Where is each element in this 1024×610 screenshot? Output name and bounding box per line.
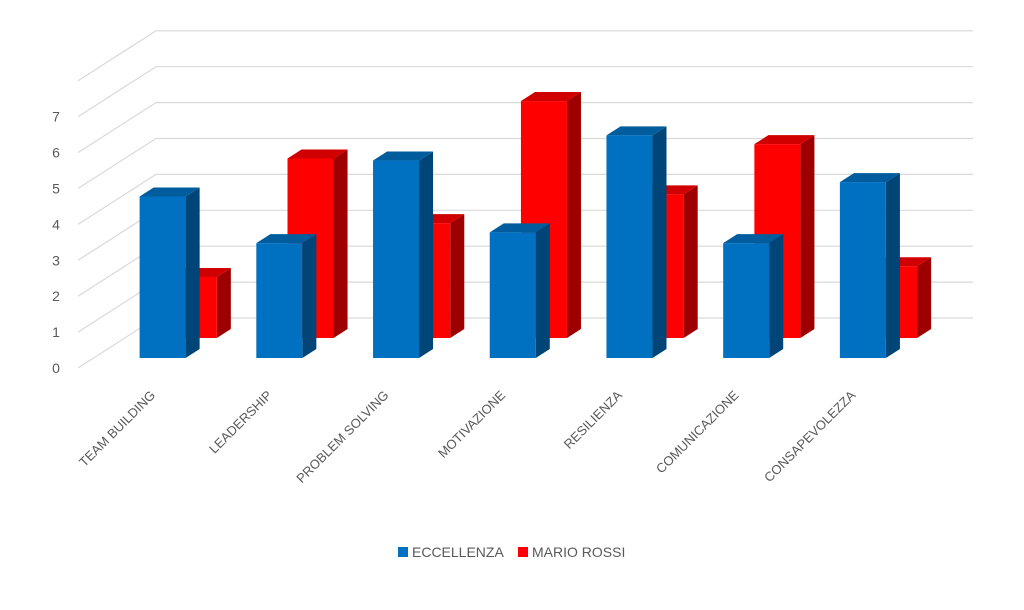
x-category-label: PROBLEM SOLVING — [293, 388, 391, 486]
legend: ECCELLENZA MARIO ROSSI — [398, 544, 625, 560]
legend-label-mario-rossi: MARIO ROSSI — [532, 544, 625, 560]
y-tick-label: 6 — [52, 145, 60, 161]
legend-swatch-mario-rossi — [518, 547, 528, 557]
legend-swatch-eccellenza — [398, 547, 408, 557]
y-tick-label: 7 — [52, 109, 60, 125]
bar-eccellenza — [139, 187, 200, 358]
legend-label-eccellenza: ECCELLENZA — [412, 544, 504, 560]
bar-eccellenza — [606, 126, 667, 358]
bars — [139, 92, 932, 358]
bar-eccellenza — [723, 234, 784, 358]
grid-diagonal — [77, 102, 157, 154]
bar-eccellenza — [373, 151, 434, 358]
x-category-label: RESILIENZA — [561, 387, 625, 451]
y-tick-label: 2 — [52, 288, 60, 304]
y-axis-ticks: 0 1 2 3 4 5 6 7 — [52, 109, 60, 376]
grid-diagonal — [77, 66, 157, 118]
bar-eccellenza — [256, 234, 317, 358]
x-axis-categories: TEAM BUILDING LEADERSHIP PROBLEM SOLVING MO… — [76, 387, 859, 486]
grid-diagonal — [77, 137, 157, 190]
x-category-label: CONSAPEVOLEZZA — [761, 387, 859, 485]
x-category-label: TEAM BUILDING — [76, 388, 158, 470]
y-tick-label: 0 — [52, 360, 60, 376]
y-tick-label: 4 — [52, 216, 60, 232]
grid-diagonal — [77, 30, 157, 82]
bar-eccellenza — [839, 173, 900, 358]
bar-mario-rossi — [520, 92, 581, 338]
grid-diagonal — [77, 173, 157, 225]
y-tick-label: 1 — [52, 324, 60, 340]
x-category-label: MOTIVAZIONE — [435, 387, 508, 460]
y-tick-label: 3 — [52, 252, 60, 268]
bar-eccellenza — [489, 223, 550, 358]
y-tick-label: 5 — [52, 181, 60, 197]
x-category-label: COMUNICAZIONE — [653, 387, 742, 476]
x-category-label: LEADERSHIP — [206, 388, 275, 457]
